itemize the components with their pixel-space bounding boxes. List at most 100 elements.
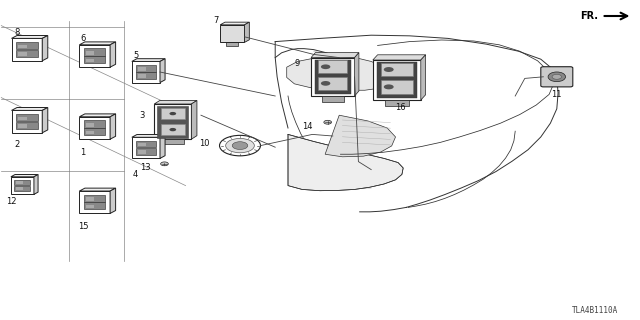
Text: 14: 14 [302,122,312,131]
Circle shape [226,139,254,153]
Polygon shape [154,100,197,104]
Text: 9: 9 [295,59,300,68]
FancyBboxPatch shape [86,59,95,62]
FancyBboxPatch shape [84,128,106,135]
FancyBboxPatch shape [385,100,409,106]
FancyBboxPatch shape [12,110,42,133]
Circle shape [220,135,260,156]
FancyBboxPatch shape [376,62,417,98]
FancyBboxPatch shape [138,143,146,147]
FancyBboxPatch shape [136,72,156,79]
FancyBboxPatch shape [79,191,110,213]
Polygon shape [11,174,38,177]
FancyBboxPatch shape [16,50,38,57]
FancyBboxPatch shape [319,77,347,90]
FancyBboxPatch shape [86,123,95,127]
Text: 6: 6 [81,34,86,43]
FancyBboxPatch shape [220,25,244,43]
FancyBboxPatch shape [16,188,22,190]
Text: 12: 12 [6,197,17,206]
FancyBboxPatch shape [322,96,344,102]
FancyBboxPatch shape [161,124,185,135]
FancyBboxPatch shape [84,56,106,63]
Text: 16: 16 [395,103,405,112]
FancyBboxPatch shape [319,60,347,73]
Polygon shape [160,134,165,158]
Polygon shape [160,59,165,83]
Polygon shape [110,42,116,67]
Polygon shape [79,114,116,117]
FancyBboxPatch shape [381,80,413,94]
Circle shape [170,128,176,131]
Polygon shape [110,188,116,213]
Circle shape [321,64,330,69]
FancyBboxPatch shape [136,65,156,72]
FancyBboxPatch shape [16,122,38,129]
FancyBboxPatch shape [227,43,239,46]
Polygon shape [79,188,116,191]
Ellipse shape [552,74,561,79]
FancyBboxPatch shape [132,61,160,83]
Polygon shape [355,52,359,96]
FancyBboxPatch shape [138,150,146,154]
FancyBboxPatch shape [86,205,95,208]
Text: 2: 2 [15,140,20,149]
FancyBboxPatch shape [315,60,351,94]
FancyBboxPatch shape [84,202,106,209]
FancyBboxPatch shape [11,177,34,195]
Polygon shape [34,174,38,195]
FancyBboxPatch shape [14,180,31,185]
FancyBboxPatch shape [18,124,27,128]
FancyBboxPatch shape [138,75,146,78]
Circle shape [384,84,394,89]
Polygon shape [79,42,116,45]
Polygon shape [12,36,48,38]
FancyBboxPatch shape [16,181,22,184]
Circle shape [161,162,168,166]
FancyBboxPatch shape [154,104,191,139]
FancyBboxPatch shape [79,117,110,139]
FancyBboxPatch shape [136,148,156,155]
Polygon shape [421,55,426,100]
Text: FR.: FR. [580,11,598,21]
FancyBboxPatch shape [84,120,106,128]
FancyBboxPatch shape [311,58,355,96]
Text: 3: 3 [140,111,145,120]
Circle shape [232,142,248,149]
FancyBboxPatch shape [138,67,146,71]
Polygon shape [311,52,359,58]
FancyArrowPatch shape [604,13,627,19]
FancyBboxPatch shape [86,51,95,55]
Text: 10: 10 [200,139,210,148]
Ellipse shape [548,72,566,82]
Text: 5: 5 [133,51,138,60]
Polygon shape [287,56,390,90]
Polygon shape [288,134,403,191]
FancyBboxPatch shape [18,116,27,120]
Text: 1: 1 [81,148,86,156]
FancyBboxPatch shape [18,52,27,56]
Text: 15: 15 [78,222,88,231]
FancyBboxPatch shape [157,106,188,138]
FancyBboxPatch shape [86,197,95,201]
Polygon shape [110,114,116,139]
Polygon shape [132,59,165,61]
Polygon shape [244,22,250,43]
FancyBboxPatch shape [86,131,95,134]
FancyBboxPatch shape [84,48,106,56]
Polygon shape [132,134,165,137]
Text: 7: 7 [214,16,219,25]
Polygon shape [220,22,250,25]
Circle shape [321,81,330,86]
Circle shape [324,120,332,124]
FancyBboxPatch shape [16,114,38,121]
Polygon shape [42,108,48,133]
Circle shape [170,112,176,115]
FancyBboxPatch shape [132,137,160,158]
Text: 13: 13 [140,163,150,172]
FancyBboxPatch shape [16,42,38,49]
FancyBboxPatch shape [162,139,184,145]
Circle shape [384,67,394,72]
FancyBboxPatch shape [372,60,421,100]
FancyBboxPatch shape [136,141,156,148]
